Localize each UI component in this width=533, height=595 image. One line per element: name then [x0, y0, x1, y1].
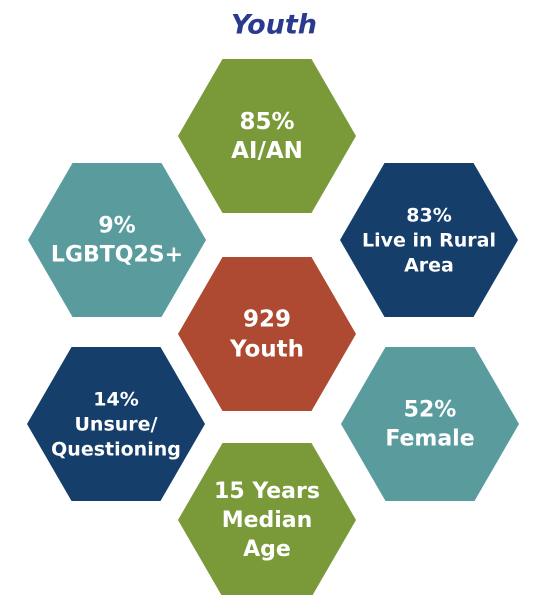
hexagon-text: 85%	[239, 109, 294, 135]
hexagon-text: LGBTQ2S+	[51, 243, 183, 268]
hexagon-text: Age	[243, 537, 291, 562]
hexagon	[178, 59, 356, 213]
hexagon-text: 9%	[98, 214, 135, 239]
hexagon-group: 83% Live in Rural Area	[340, 163, 518, 317]
hexagon-text: Median	[222, 508, 313, 533]
hexagon-text: Live in Rural	[362, 230, 496, 252]
title: Youth	[231, 10, 317, 41]
hexagon-group: 15 Years Median Age	[178, 443, 356, 595]
hexagon-text: Female	[385, 427, 474, 452]
hexagon-group: 52% Female	[341, 347, 519, 501]
hexagon-text: Questioning	[51, 439, 181, 461]
hexagon-text: 929	[243, 307, 291, 333]
hexagon	[28, 163, 206, 317]
hexagon-group: 85% AI/AN	[178, 59, 356, 213]
hexagon-group: 9% LGBTQ2S+	[28, 163, 206, 317]
hexagon	[340, 163, 518, 317]
hexagon-group: 929 Youth	[178, 257, 356, 411]
hexagon	[341, 347, 519, 501]
hexagon-text: 52%	[404, 398, 457, 423]
hexagon-group: 14% Unsure/Questioning	[27, 347, 205, 501]
hexagon-text: 14%	[93, 389, 138, 411]
hexagon-text: 15 Years	[214, 479, 320, 504]
hexagon	[178, 257, 356, 411]
hexagon-text: Area	[404, 255, 454, 277]
hexagon	[27, 347, 205, 501]
hexagon-text: AI/AN	[231, 138, 303, 164]
hexagon-text: Unsure/	[75, 414, 158, 436]
hexagon-text: Youth	[229, 337, 304, 363]
hexagon-text: 83%	[406, 205, 451, 227]
hexagon	[178, 443, 356, 595]
